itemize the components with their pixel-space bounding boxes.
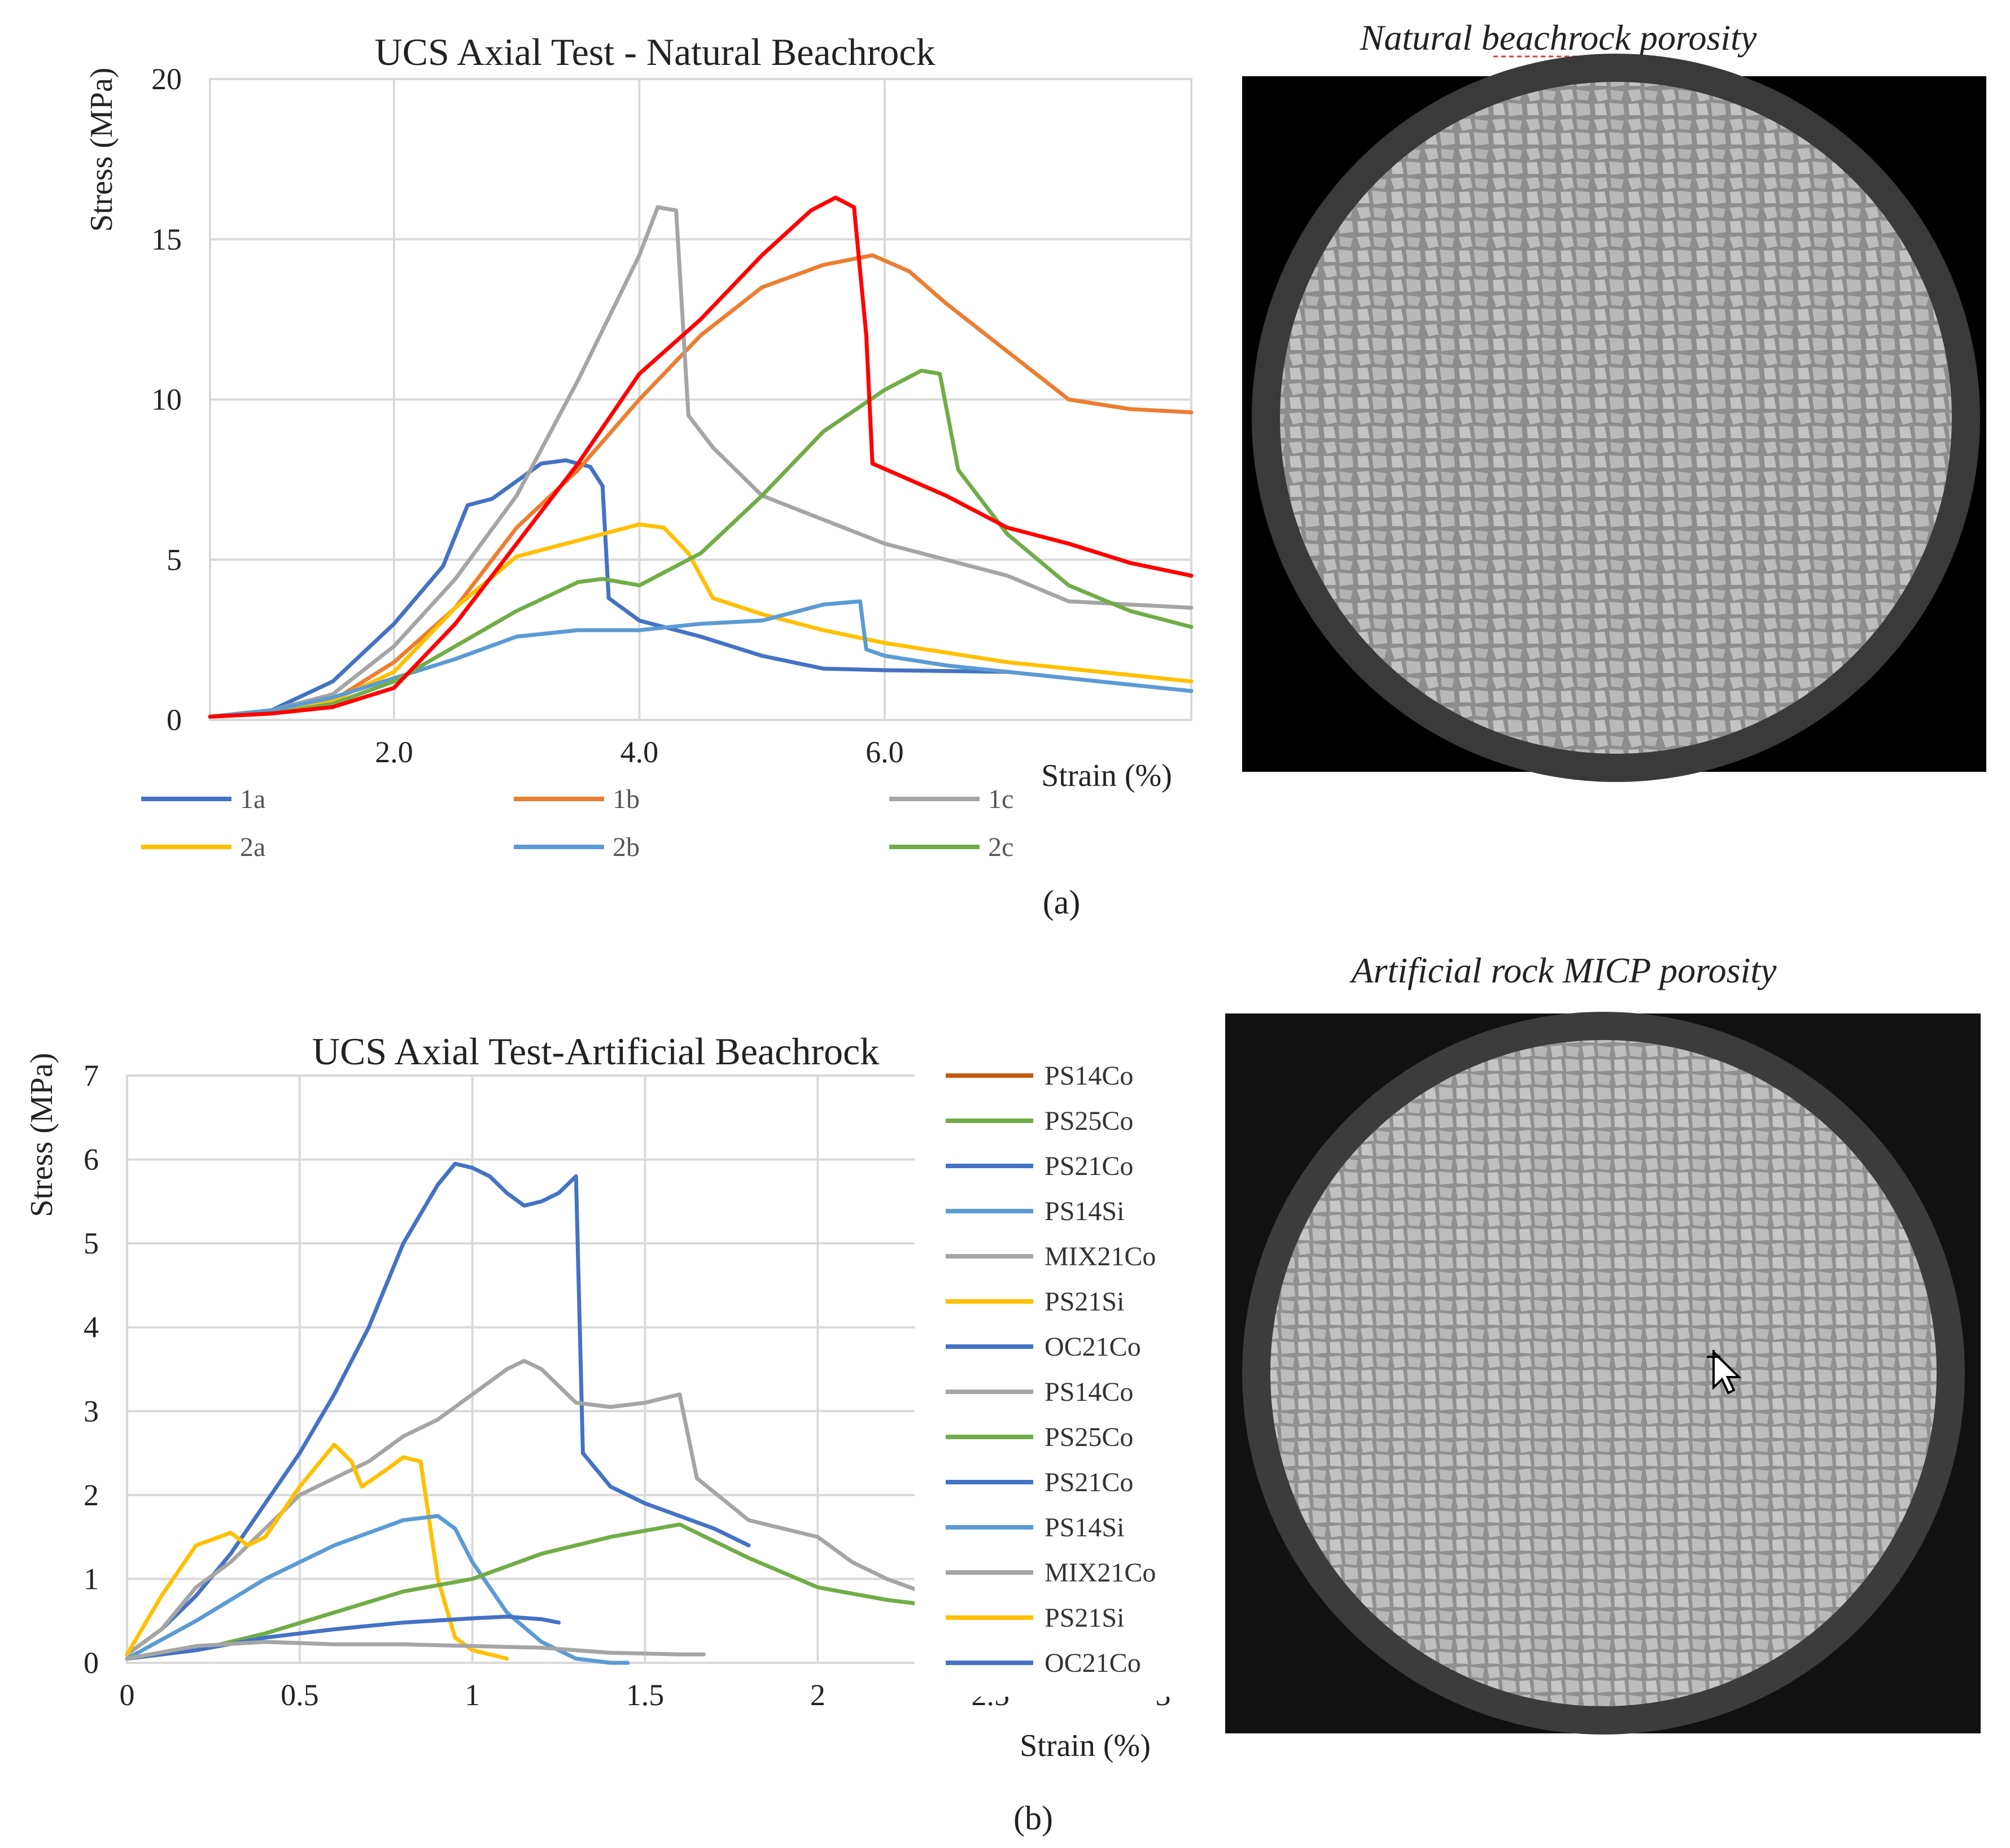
- legend-label-PS21Si: PS21Si: [1045, 1287, 1124, 1317]
- legend-label-PS21Si: PS21Si: [1045, 1603, 1124, 1633]
- chart-a-xlabel: Strain (%): [1041, 758, 1172, 793]
- y-tick-label: 1: [84, 1562, 99, 1596]
- image-a-caption: Natural beachrock porosity: [1360, 18, 1757, 58]
- legend-label-PS25Co: PS25Co: [1045, 1106, 1133, 1136]
- chart-b-y-ticks: 0 1 2 3 4 5 6 7: [84, 1059, 99, 1680]
- chart-a-grid: [209, 78, 1192, 721]
- legend-label-1c: 1c: [988, 784, 1013, 814]
- legend-label-OC21Co: OC21Co: [1045, 1332, 1141, 1362]
- y-tick-label: 20: [151, 62, 182, 96]
- y-tick-label: 5: [167, 543, 182, 576]
- series-line-PS14Si: [125, 1514, 630, 1665]
- image-b-caption: Artificial rock MICP porosity: [1349, 950, 1777, 990]
- legend-label-OC21Co: OC21Co: [1045, 1648, 1141, 1678]
- y-tick-label: 10: [151, 383, 182, 417]
- chart-a-x-ticks: 2.0 4.0 6.0: [375, 735, 904, 769]
- y-tick-label: 4: [84, 1310, 99, 1344]
- cursor-icon: [1707, 1349, 1742, 1395]
- panel-a-label: (a): [1043, 884, 1081, 921]
- legend-label-1a: 1a: [240, 784, 265, 814]
- chart-a-ylabel: Stress (MPa): [84, 68, 119, 232]
- x-tick-label: 0.5: [281, 1678, 319, 1712]
- legend-label-2a: 2a: [240, 832, 265, 862]
- legend-label-PS14Si: PS14Si: [1045, 1196, 1124, 1226]
- chart-b-title: UCS Axial Test-Artificial Beachrock: [312, 1030, 879, 1073]
- chart-a-series: [208, 195, 1194, 719]
- panel-b-label: (b): [1013, 1799, 1053, 1837]
- x-tick-label: 1: [465, 1678, 480, 1712]
- legend-label-PS14Co: PS14Co: [1045, 1061, 1133, 1091]
- legend-label-2b: 2b: [613, 832, 640, 862]
- y-tick-label: 3: [84, 1394, 99, 1428]
- x-tick-label: 2: [810, 1678, 825, 1712]
- series-line-PS25Co: [125, 1522, 924, 1661]
- y-tick-label: 6: [84, 1143, 99, 1177]
- legend-label-MIX21Co: MIX21Co: [1045, 1242, 1156, 1272]
- x-tick-label: 4.0: [621, 735, 659, 769]
- legend-label-PS14Si: PS14Si: [1045, 1513, 1124, 1543]
- y-tick-label: 7: [84, 1059, 99, 1093]
- series-line-MIX21Co: [125, 1640, 706, 1661]
- legend-label-PS14Co: PS14Co: [1045, 1377, 1133, 1407]
- y-tick-label: 15: [151, 222, 182, 256]
- legend-label-PS21Co: PS21Co: [1045, 1467, 1133, 1497]
- y-tick-label: 5: [84, 1226, 99, 1260]
- chart-artificial-beachrock: UCS Axial Test-Artificial Beachrock 0 1 2 3…: [24, 1030, 1205, 1763]
- ct-image-artificial: Artificial rock MICP porosity: [1225, 950, 1981, 1735]
- legend-label-PS25Co: PS25Co: [1045, 1422, 1133, 1452]
- x-tick-label: 1.5: [626, 1678, 665, 1712]
- x-tick-label: 0: [120, 1678, 135, 1712]
- y-tick-label: 0: [167, 703, 182, 737]
- series-line-PS21Si: [125, 1443, 509, 1661]
- chart-b-series: [125, 1161, 924, 1665]
- x-tick-label: 2.0: [375, 735, 413, 769]
- series-line-2a: [208, 522, 1194, 719]
- chart-b-legend: PS14Co PS25Co PS21Co PS14Si MIX21Co PS21Si OC2…: [946, 1061, 1156, 1678]
- y-tick-label: 0: [84, 1646, 99, 1680]
- legend-label-MIX21Co: MIX21Co: [1045, 1558, 1156, 1588]
- y-tick-label: 2: [84, 1478, 99, 1512]
- chart-b-legend-box: [915, 1047, 1205, 1697]
- chart-a-y-ticks: 0 5 10 15 20: [151, 62, 182, 737]
- series-line-1a: [208, 458, 1010, 719]
- ct-image-natural: Natural beachrock porosity: [1242, 18, 1986, 782]
- chart-natural-beachrock: UCS Axial Test - Natural Beachrock 0 5 10 1…: [84, 30, 1194, 862]
- legend-label-1b: 1b: [613, 784, 640, 814]
- x-tick-label: 6.0: [866, 735, 904, 769]
- chart-b-x-ticks: 00.511.522.53: [120, 1678, 1171, 1712]
- plot-area-frame: [209, 78, 1192, 721]
- chart-b-ylabel: Stress (MPa): [24, 1053, 59, 1217]
- series-line-2b: [208, 599, 1194, 719]
- series-line-1b: [208, 253, 1194, 719]
- series-line-PS21Co: [125, 1161, 751, 1657]
- series-line-red: [208, 195, 1194, 719]
- chart-a-title: UCS Axial Test - Natural Beachrock: [375, 30, 936, 73]
- legend-label-2c: 2c: [988, 832, 1013, 862]
- chart-a-legend: 1a 1b 1c 2a 2b 2c: [141, 784, 1013, 862]
- series-line-1c: [208, 205, 1194, 719]
- legend-label-PS21Co: PS21Co: [1045, 1151, 1133, 1181]
- chart-b-xlabel: Strain (%): [1020, 1728, 1151, 1763]
- series-line-MIX21Co: [125, 1358, 924, 1657]
